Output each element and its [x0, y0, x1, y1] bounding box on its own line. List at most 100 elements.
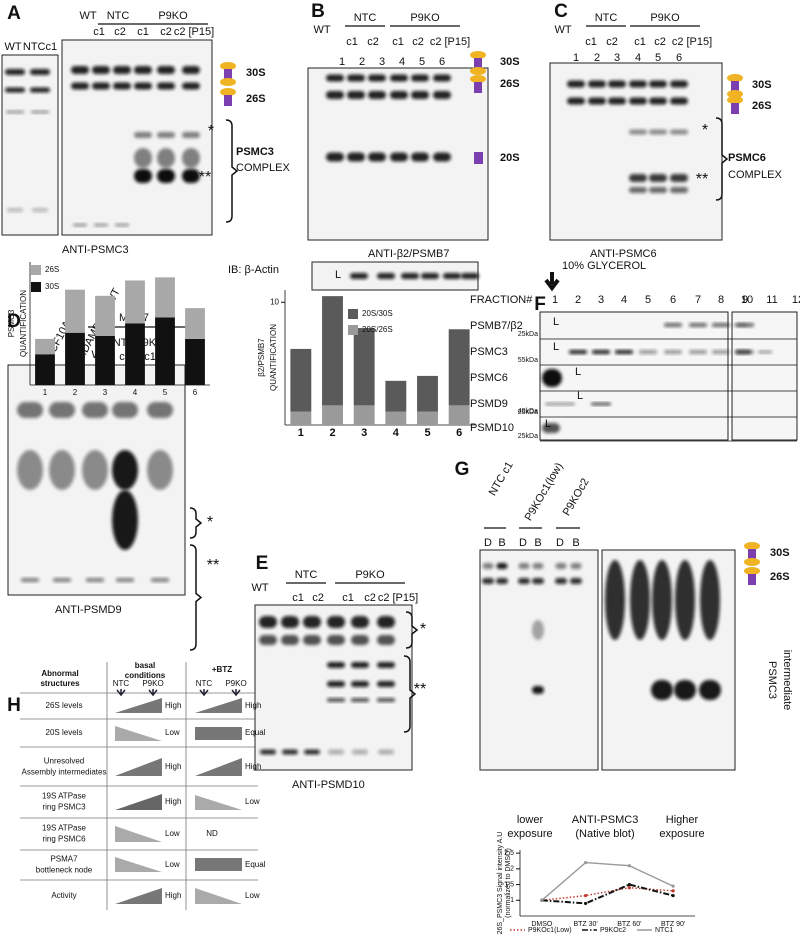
band	[259, 635, 277, 645]
line	[541, 887, 674, 901]
label: NTC	[295, 569, 318, 581]
label: ANTI-PSMD9	[55, 604, 122, 616]
label: 2	[359, 56, 365, 68]
band	[115, 223, 129, 227]
cap-icon	[470, 75, 486, 83]
band	[260, 749, 276, 755]
label: NTC	[354, 12, 377, 24]
label: NTC	[113, 679, 130, 688]
point	[540, 898, 544, 902]
band	[116, 578, 134, 582]
label: 10	[741, 294, 753, 306]
band	[32, 208, 48, 212]
core-icon	[748, 549, 756, 560]
label: NTC	[595, 12, 618, 24]
band	[73, 223, 87, 227]
band	[421, 273, 439, 279]
bracket	[715, 117, 729, 201]
label: ANTI-β2/PSMB7	[368, 248, 450, 260]
label: Abnormal	[41, 669, 78, 678]
legend-label: P9KOc1(Low)	[528, 927, 572, 934]
band	[443, 273, 461, 279]
label: High	[165, 701, 181, 710]
y-tick-label: 10	[270, 297, 279, 306]
point	[671, 893, 675, 898]
label: PSMA7	[50, 855, 78, 864]
label: NTC	[196, 679, 213, 688]
band	[674, 680, 696, 700]
band	[31, 110, 49, 114]
band	[567, 97, 585, 105]
label: conditions	[125, 671, 166, 680]
cap-icon	[744, 542, 760, 550]
label: ring PSMC6	[42, 835, 86, 844]
label: PSMC6	[728, 152, 766, 164]
label: P9KOc1(low)	[523, 461, 566, 523]
label: A	[7, 3, 21, 24]
label: P9KO	[410, 12, 440, 24]
band	[259, 616, 277, 628]
blot	[539, 311, 729, 441]
band	[368, 91, 386, 99]
label: c1	[392, 36, 404, 48]
band	[303, 635, 321, 645]
label: High	[165, 762, 181, 771]
band	[134, 148, 152, 168]
label: PSMC3	[470, 346, 508, 358]
band	[17, 450, 43, 490]
label: 1	[573, 52, 579, 64]
label: 19S ATPase	[42, 824, 86, 833]
band	[555, 578, 567, 584]
band	[326, 91, 344, 99]
cap-icon	[470, 51, 486, 59]
bracket	[403, 655, 417, 733]
label: 4	[635, 52, 641, 64]
band	[651, 680, 673, 700]
core-icon	[474, 152, 483, 164]
label: L	[577, 390, 583, 402]
bar	[353, 405, 375, 425]
core-icon	[224, 95, 232, 106]
band	[532, 620, 544, 640]
label: 25kDa	[518, 433, 538, 440]
band	[92, 82, 110, 90]
band	[182, 66, 200, 74]
label: 11	[766, 294, 777, 306]
label: c2	[412, 36, 424, 48]
band	[71, 66, 89, 74]
label: c2	[114, 26, 126, 38]
label: 5	[655, 52, 661, 64]
label: G	[455, 459, 470, 480]
trend-shapes	[115, 689, 242, 904]
band	[649, 187, 667, 193]
label: c1	[93, 26, 105, 38]
label: Low	[245, 797, 260, 806]
bar	[322, 296, 343, 406]
point	[671, 889, 675, 893]
label: P9KO	[355, 569, 385, 581]
label: c1	[137, 26, 149, 38]
point	[627, 886, 631, 890]
band	[629, 187, 647, 193]
label: Low	[245, 891, 260, 900]
label: Low	[165, 860, 180, 869]
band	[712, 323, 730, 327]
blot	[1, 54, 59, 236]
band	[390, 74, 408, 82]
cap-icon	[220, 88, 236, 96]
band	[588, 80, 606, 88]
band	[147, 402, 173, 418]
label: 40kDa	[518, 408, 538, 415]
band	[182, 148, 200, 168]
band	[649, 129, 667, 135]
band	[157, 169, 175, 183]
label: P9KO	[650, 12, 680, 24]
label: Activity	[51, 891, 76, 900]
core-icon	[474, 58, 482, 69]
band	[134, 132, 152, 138]
band	[113, 66, 131, 74]
band	[670, 129, 688, 135]
band	[542, 369, 562, 387]
band	[303, 616, 321, 628]
